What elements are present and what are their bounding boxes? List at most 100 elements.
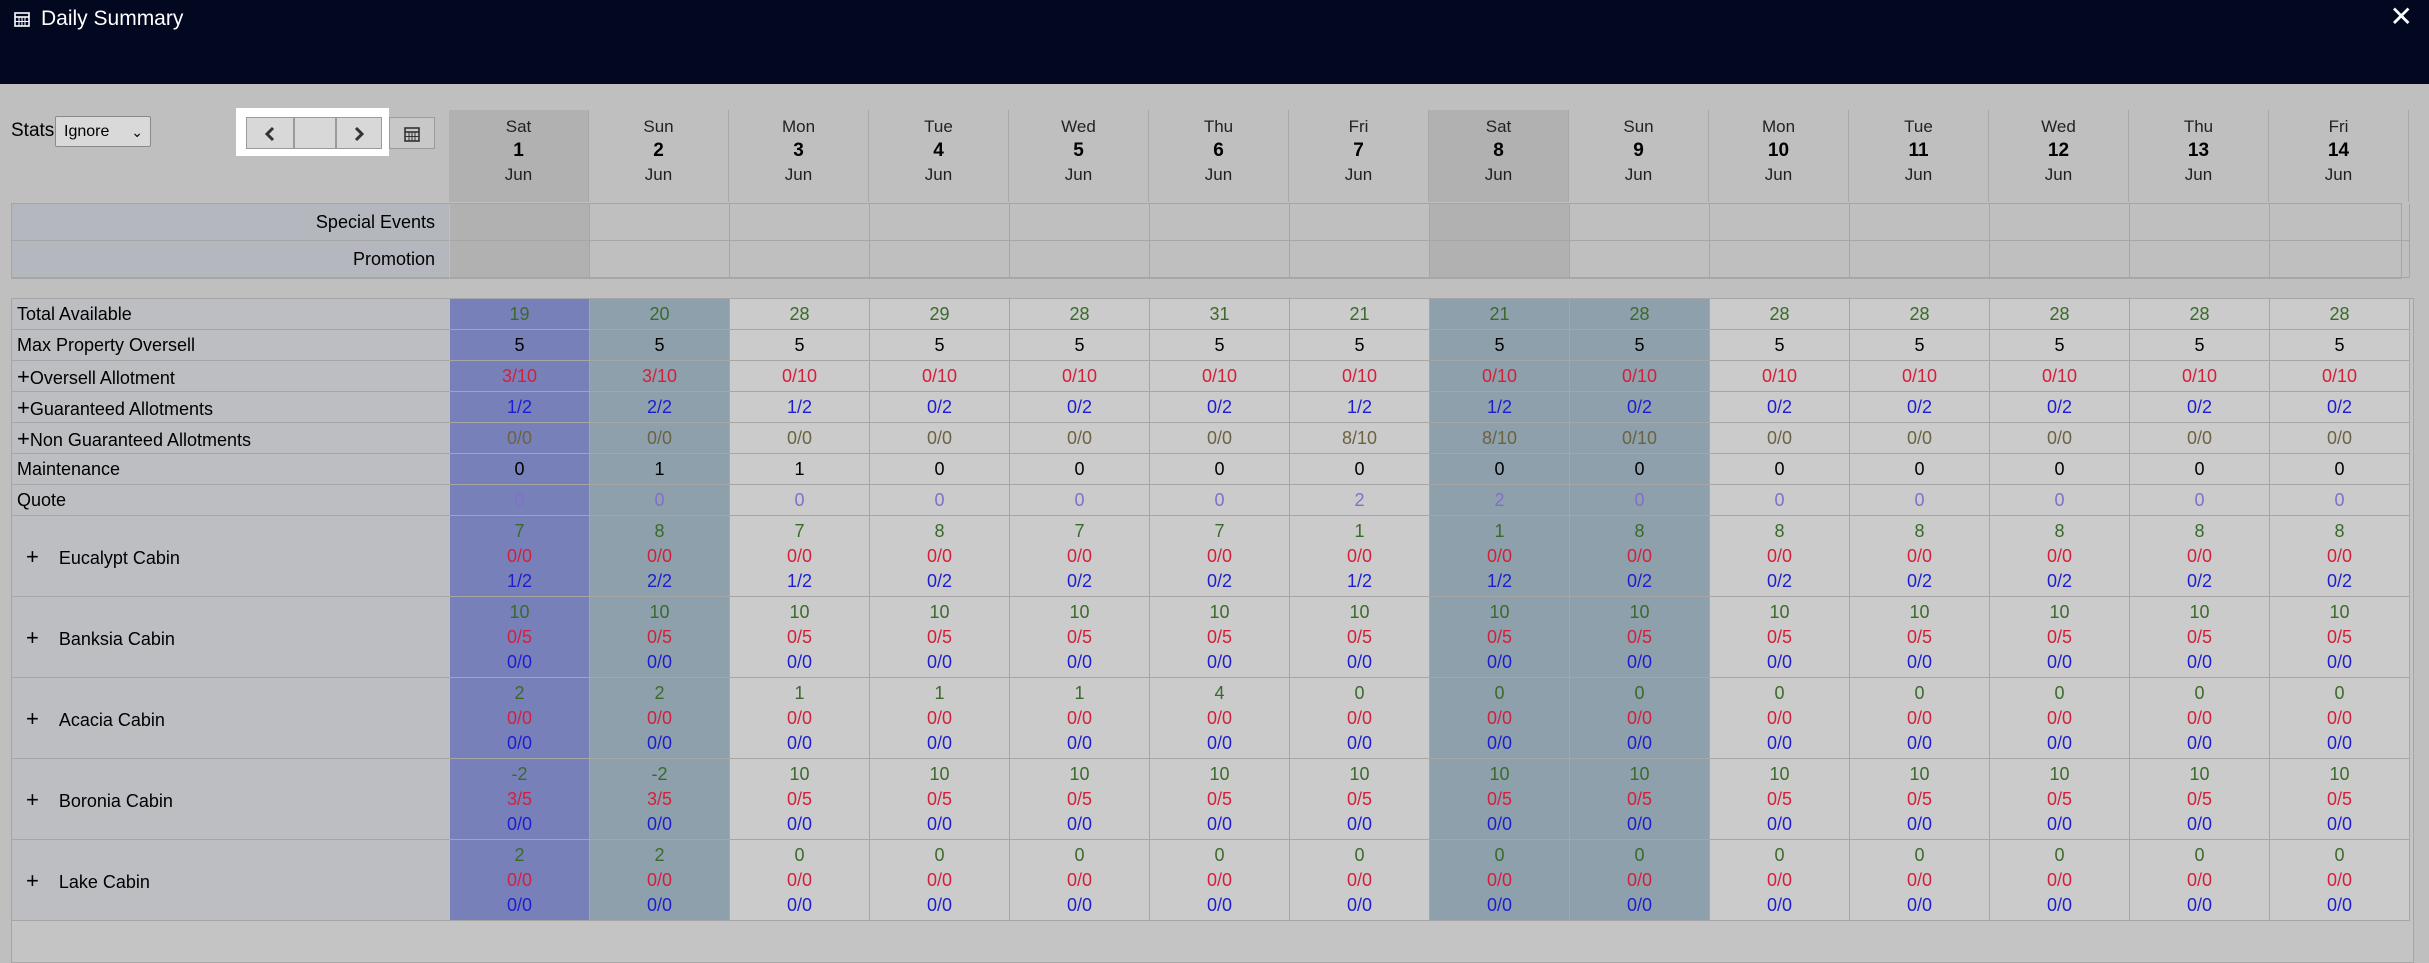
grid-cell[interactable]: 20 bbox=[590, 299, 730, 330]
room-row-label[interactable]: + Lake Cabin bbox=[12, 840, 450, 921]
event-cell[interactable] bbox=[730, 241, 870, 278]
event-cell[interactable] bbox=[2270, 204, 2410, 241]
grid-cell[interactable]: 0/2 bbox=[1150, 392, 1290, 423]
room-cell[interactable]: 10 0/5 0/0 bbox=[1150, 759, 1290, 840]
grid-cell[interactable]: 0/10 bbox=[1710, 361, 1850, 392]
event-cell[interactable] bbox=[1290, 204, 1430, 241]
room-cell[interactable]: 0 0/0 0/0 bbox=[1290, 840, 1430, 921]
room-cell[interactable]: 8 0/0 0/2 bbox=[870, 516, 1010, 597]
room-cell[interactable]: 10 0/5 0/0 bbox=[1850, 759, 1990, 840]
room-cell[interactable]: 8 0/0 0/2 bbox=[1990, 516, 2130, 597]
grid-cell[interactable]: 0 bbox=[450, 454, 590, 485]
grid-cell[interactable]: 0 bbox=[2270, 454, 2410, 485]
room-cell[interactable]: 0 0/0 0/0 bbox=[1710, 840, 1850, 921]
grid-cell[interactable]: 0/10 bbox=[1290, 361, 1430, 392]
grid-cell[interactable]: 0/0 bbox=[2270, 423, 2410, 454]
grid-cell[interactable]: 0/10 bbox=[1990, 361, 2130, 392]
day-header[interactable]: Mon 3 Jun bbox=[729, 110, 869, 202]
room-cell[interactable]: 7 0/0 1/2 bbox=[450, 516, 590, 597]
grid-cell[interactable]: 1/2 bbox=[1290, 392, 1430, 423]
room-cell[interactable]: 1 0/0 0/0 bbox=[870, 678, 1010, 759]
grid-cell[interactable]: 8/10 bbox=[1290, 423, 1430, 454]
room-cell[interactable]: 2 0/0 0/0 bbox=[450, 840, 590, 921]
grid-cell[interactable]: 1 bbox=[590, 454, 730, 485]
row-label[interactable]: + Non Guaranteed Allotments bbox=[12, 423, 450, 454]
row-label[interactable]: + Guaranteed Allotments bbox=[12, 392, 450, 423]
row-label[interactable]: + Oversell Allotment bbox=[12, 361, 450, 392]
grid-cell[interactable]: 0/0 bbox=[590, 423, 730, 454]
grid-cell[interactable]: 0 bbox=[1570, 454, 1710, 485]
room-cell[interactable]: 8 0/0 0/2 bbox=[1850, 516, 1990, 597]
room-cell[interactable]: 10 0/5 0/0 bbox=[2130, 759, 2270, 840]
room-cell[interactable]: 10 0/5 0/0 bbox=[2130, 597, 2270, 678]
grid-cell[interactable]: 0/0 bbox=[870, 423, 1010, 454]
room-cell[interactable]: 8 0/0 2/2 bbox=[590, 516, 730, 597]
grid-cell[interactable]: 0/0 bbox=[450, 423, 590, 454]
event-cell[interactable] bbox=[1150, 241, 1290, 278]
grid-cell[interactable]: 0/0 bbox=[1150, 423, 1290, 454]
room-cell[interactable]: 1 0/0 0/0 bbox=[730, 678, 870, 759]
room-cell[interactable]: 4 0/0 0/0 bbox=[1150, 678, 1290, 759]
grid-cell[interactable]: 2/2 bbox=[590, 392, 730, 423]
grid-cell[interactable]: 28 bbox=[1850, 299, 1990, 330]
room-cell[interactable]: 10 0/5 0/0 bbox=[870, 597, 1010, 678]
grid-cell[interactable]: 0 bbox=[870, 485, 1010, 516]
room-cell[interactable]: 8 0/0 0/2 bbox=[2270, 516, 2410, 597]
plus-icon[interactable]: + bbox=[26, 706, 39, 731]
grid-cell[interactable]: 3/10 bbox=[590, 361, 730, 392]
grid-cell[interactable]: 0/2 bbox=[1990, 392, 2130, 423]
room-cell[interactable]: 10 0/5 0/0 bbox=[1430, 759, 1570, 840]
room-cell[interactable]: 0 0/0 0/0 bbox=[1570, 840, 1710, 921]
event-cell[interactable] bbox=[1990, 241, 2130, 278]
grid-cell[interactable]: 0/0 bbox=[1850, 423, 1990, 454]
room-cell[interactable]: 0 0/0 0/0 bbox=[1850, 840, 1990, 921]
room-cell[interactable]: 10 0/5 0/0 bbox=[1010, 597, 1150, 678]
grid-cell[interactable]: 5 bbox=[2270, 330, 2410, 361]
event-cell[interactable] bbox=[1290, 241, 1430, 278]
grid-cell[interactable]: 0 bbox=[450, 485, 590, 516]
event-cell[interactable] bbox=[1430, 204, 1570, 241]
grid-cell[interactable]: 28 bbox=[1990, 299, 2130, 330]
event-cell[interactable] bbox=[870, 204, 1010, 241]
grid-cell[interactable]: 5 bbox=[1290, 330, 1430, 361]
event-cell[interactable] bbox=[1010, 204, 1150, 241]
day-header[interactable]: Sun 9 Jun bbox=[1569, 110, 1709, 202]
room-cell[interactable]: 8 0/0 0/2 bbox=[1570, 516, 1710, 597]
grid-cell[interactable]: 3/10 bbox=[450, 361, 590, 392]
room-cell[interactable]: 10 0/5 0/0 bbox=[1990, 759, 2130, 840]
room-cell[interactable]: 0 0/0 0/0 bbox=[870, 840, 1010, 921]
grid-cell[interactable]: 0 bbox=[1710, 485, 1850, 516]
event-cell[interactable] bbox=[1010, 241, 1150, 278]
day-header[interactable]: Sat 8 Jun bbox=[1429, 110, 1569, 202]
grid-cell[interactable]: 5 bbox=[1430, 330, 1570, 361]
grid-cell[interactable]: 0/2 bbox=[1010, 392, 1150, 423]
grid-cell[interactable]: 5 bbox=[870, 330, 1010, 361]
room-cell[interactable]: 10 0/5 0/0 bbox=[730, 759, 870, 840]
grid-cell[interactable]: 0/10 bbox=[1570, 361, 1710, 392]
room-cell[interactable]: 7 0/0 0/2 bbox=[1010, 516, 1150, 597]
calendar-picker-button[interactable] bbox=[389, 117, 435, 149]
event-cell[interactable] bbox=[2130, 204, 2270, 241]
room-cell[interactable]: 10 0/5 0/0 bbox=[1570, 759, 1710, 840]
event-cell[interactable] bbox=[1430, 241, 1570, 278]
grid-cell[interactable]: 5 bbox=[730, 330, 870, 361]
grid-cell[interactable]: 28 bbox=[2130, 299, 2270, 330]
room-cell[interactable]: 10 0/5 0/0 bbox=[1010, 759, 1150, 840]
room-cell[interactable]: 1 0/0 1/2 bbox=[1430, 516, 1570, 597]
grid-cell[interactable]: 0/2 bbox=[2130, 392, 2270, 423]
grid-cell[interactable]: 31 bbox=[1150, 299, 1290, 330]
plus-icon[interactable]: + bbox=[26, 868, 39, 893]
grid-cell[interactable]: 28 bbox=[730, 299, 870, 330]
room-cell[interactable]: 1 0/0 0/0 bbox=[1010, 678, 1150, 759]
grid-cell[interactable]: 5 bbox=[1850, 330, 1990, 361]
room-cell[interactable]: 10 0/5 0/0 bbox=[1150, 597, 1290, 678]
grid-cell[interactable]: 8/10 bbox=[1430, 423, 1570, 454]
grid-cell[interactable]: 0/0 bbox=[1990, 423, 2130, 454]
event-cell[interactable] bbox=[870, 241, 1010, 278]
room-cell[interactable]: 0 0/0 0/0 bbox=[2130, 840, 2270, 921]
grid-cell[interactable]: 0 bbox=[1570, 485, 1710, 516]
grid-cell[interactable]: 0/10 bbox=[1570, 423, 1710, 454]
grid-cell[interactable]: 0 bbox=[1850, 454, 1990, 485]
plus-icon[interactable]: + bbox=[17, 364, 30, 389]
grid-cell[interactable]: 0/0 bbox=[730, 423, 870, 454]
